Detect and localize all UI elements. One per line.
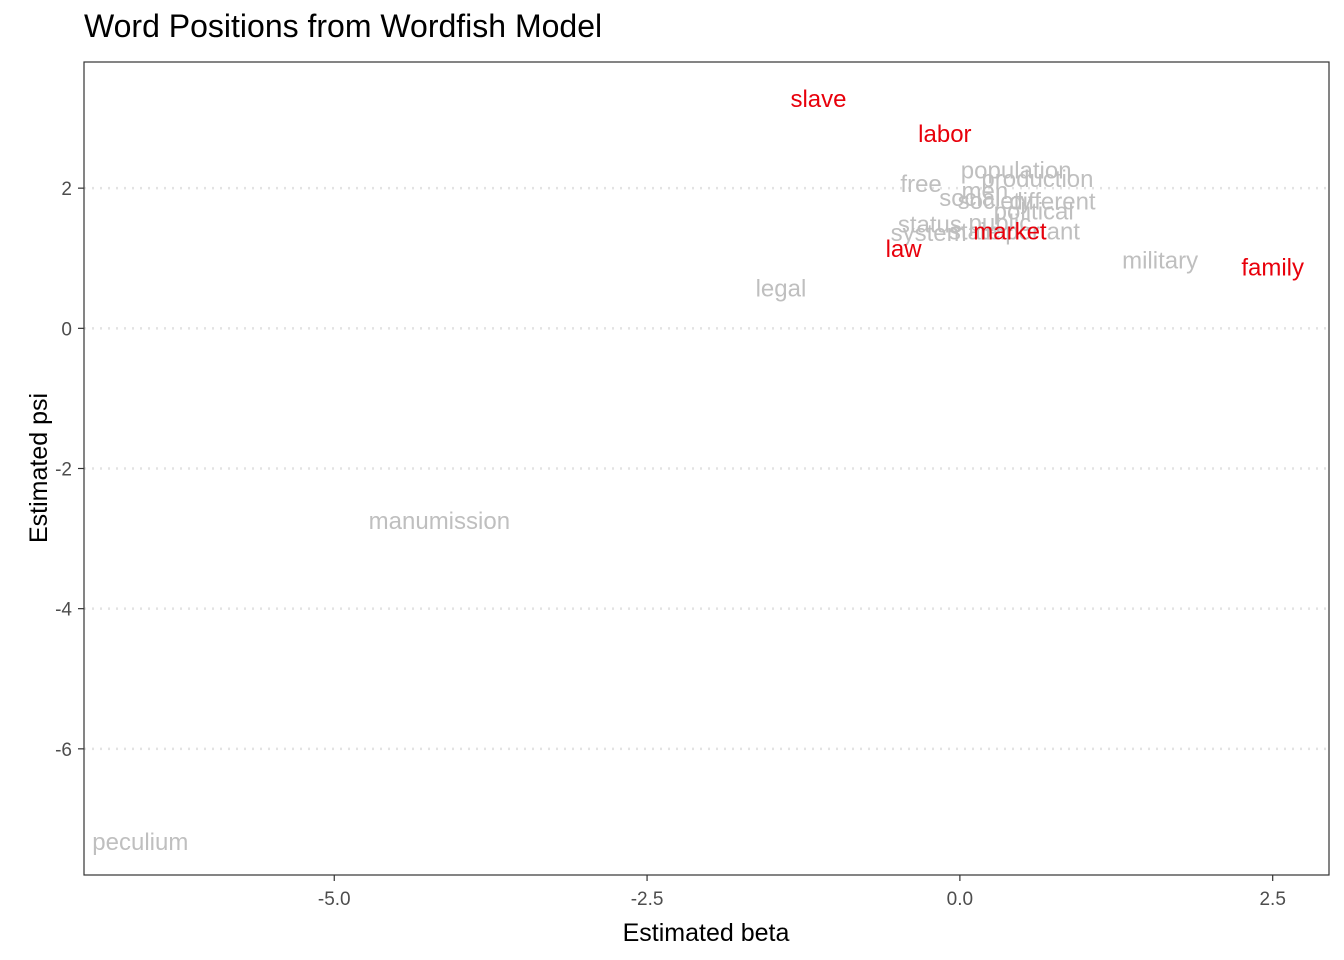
word-label-status: status <box>898 212 962 239</box>
word-label-population: population <box>961 158 1072 185</box>
panel-border <box>83 61 1330 876</box>
x-tick-label: 0.0 <box>947 889 973 910</box>
word-label-public: public <box>969 210 1032 237</box>
word-label-labor: labor <box>918 121 971 148</box>
y-axis-ticks: -6 -4 -2 0 2 <box>55 179 84 761</box>
word-label-different: different <box>1009 188 1096 215</box>
word-label-political: political <box>994 198 1074 225</box>
y-tick-label: -2 <box>55 460 72 481</box>
word-label-slave: slave <box>790 86 846 113</box>
word-label-family: family <box>1241 254 1304 281</box>
word-label-state: state <box>949 219 1001 246</box>
x-tick-label: -5.0 <box>318 889 351 910</box>
word-label-men: men <box>962 178 1009 205</box>
y-tick-label: 0 <box>61 319 72 340</box>
x-tick-label: 2.5 <box>1259 889 1285 910</box>
word-label-law: law <box>886 236 923 263</box>
x-tick-label: -2.5 <box>631 889 664 910</box>
chart-title: Word Positions from Wordfish Model <box>84 8 603 44</box>
word-label-legal: legal <box>756 275 807 302</box>
word-label-military: military <box>1122 247 1198 274</box>
y-axis-label: Estimated psi <box>25 393 53 543</box>
word-label-society: society <box>958 188 1033 215</box>
word-label-social: social <box>939 185 1000 212</box>
word-label-peculium: peculium <box>92 829 188 856</box>
y-tick-label: -6 <box>55 740 72 761</box>
y-tick-label: -4 <box>55 600 72 621</box>
word-label-free: free <box>900 171 941 198</box>
word-label-important: important <box>980 219 1080 246</box>
word-label-system: system <box>891 220 967 247</box>
y-tick-label: 2 <box>61 179 72 200</box>
word-label-manumission: manumission <box>369 508 510 535</box>
x-axis-ticks: -5.0 -2.5 0.0 2.5 <box>318 875 1286 910</box>
word-label-market: market <box>973 219 1047 246</box>
x-axis-label: Estimated beta <box>623 919 790 947</box>
word-label-production: production <box>981 166 1093 193</box>
